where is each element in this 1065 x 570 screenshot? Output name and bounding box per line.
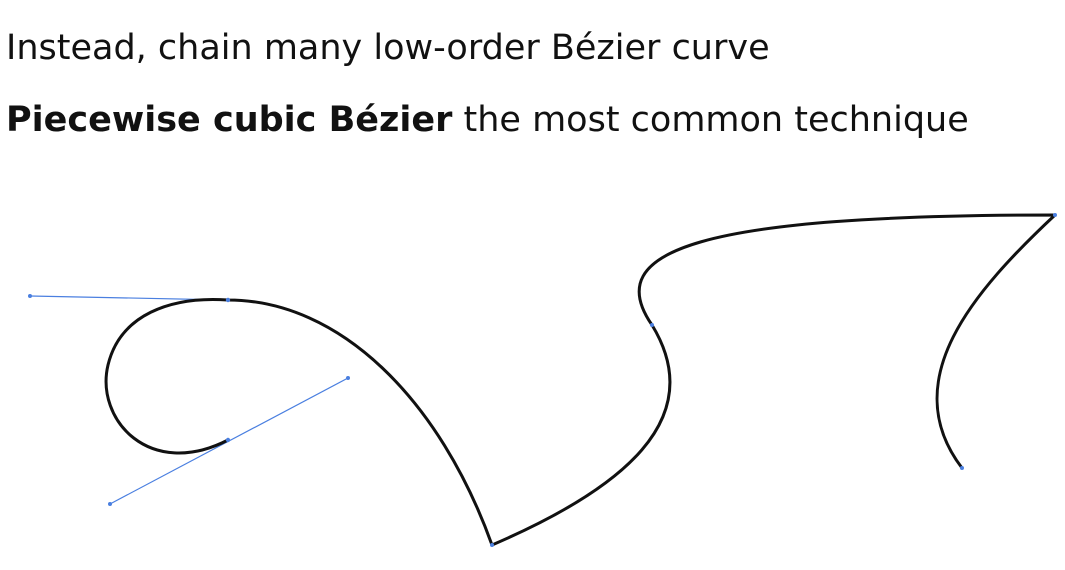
anchor-point	[650, 323, 654, 327]
anchor-point	[225, 437, 231, 443]
text-line-1: Instead, chain many low-order Bézier cur…	[6, 28, 770, 68]
anchor-point	[225, 297, 231, 303]
text-line-2-rest: the most common technique	[452, 100, 969, 140]
handle-point	[346, 376, 350, 380]
handle-point	[108, 502, 112, 506]
text-line-2-bold: Piecewise cubic Bézier	[6, 100, 453, 140]
anchor-point	[960, 466, 964, 470]
text-line-2: Piecewise cubic Bézier the most common t…	[6, 100, 969, 140]
bezier-curve	[104, 213, 1057, 547]
anchor-point	[490, 543, 494, 547]
anchor-point	[1053, 213, 1057, 217]
handle-point	[28, 294, 32, 298]
